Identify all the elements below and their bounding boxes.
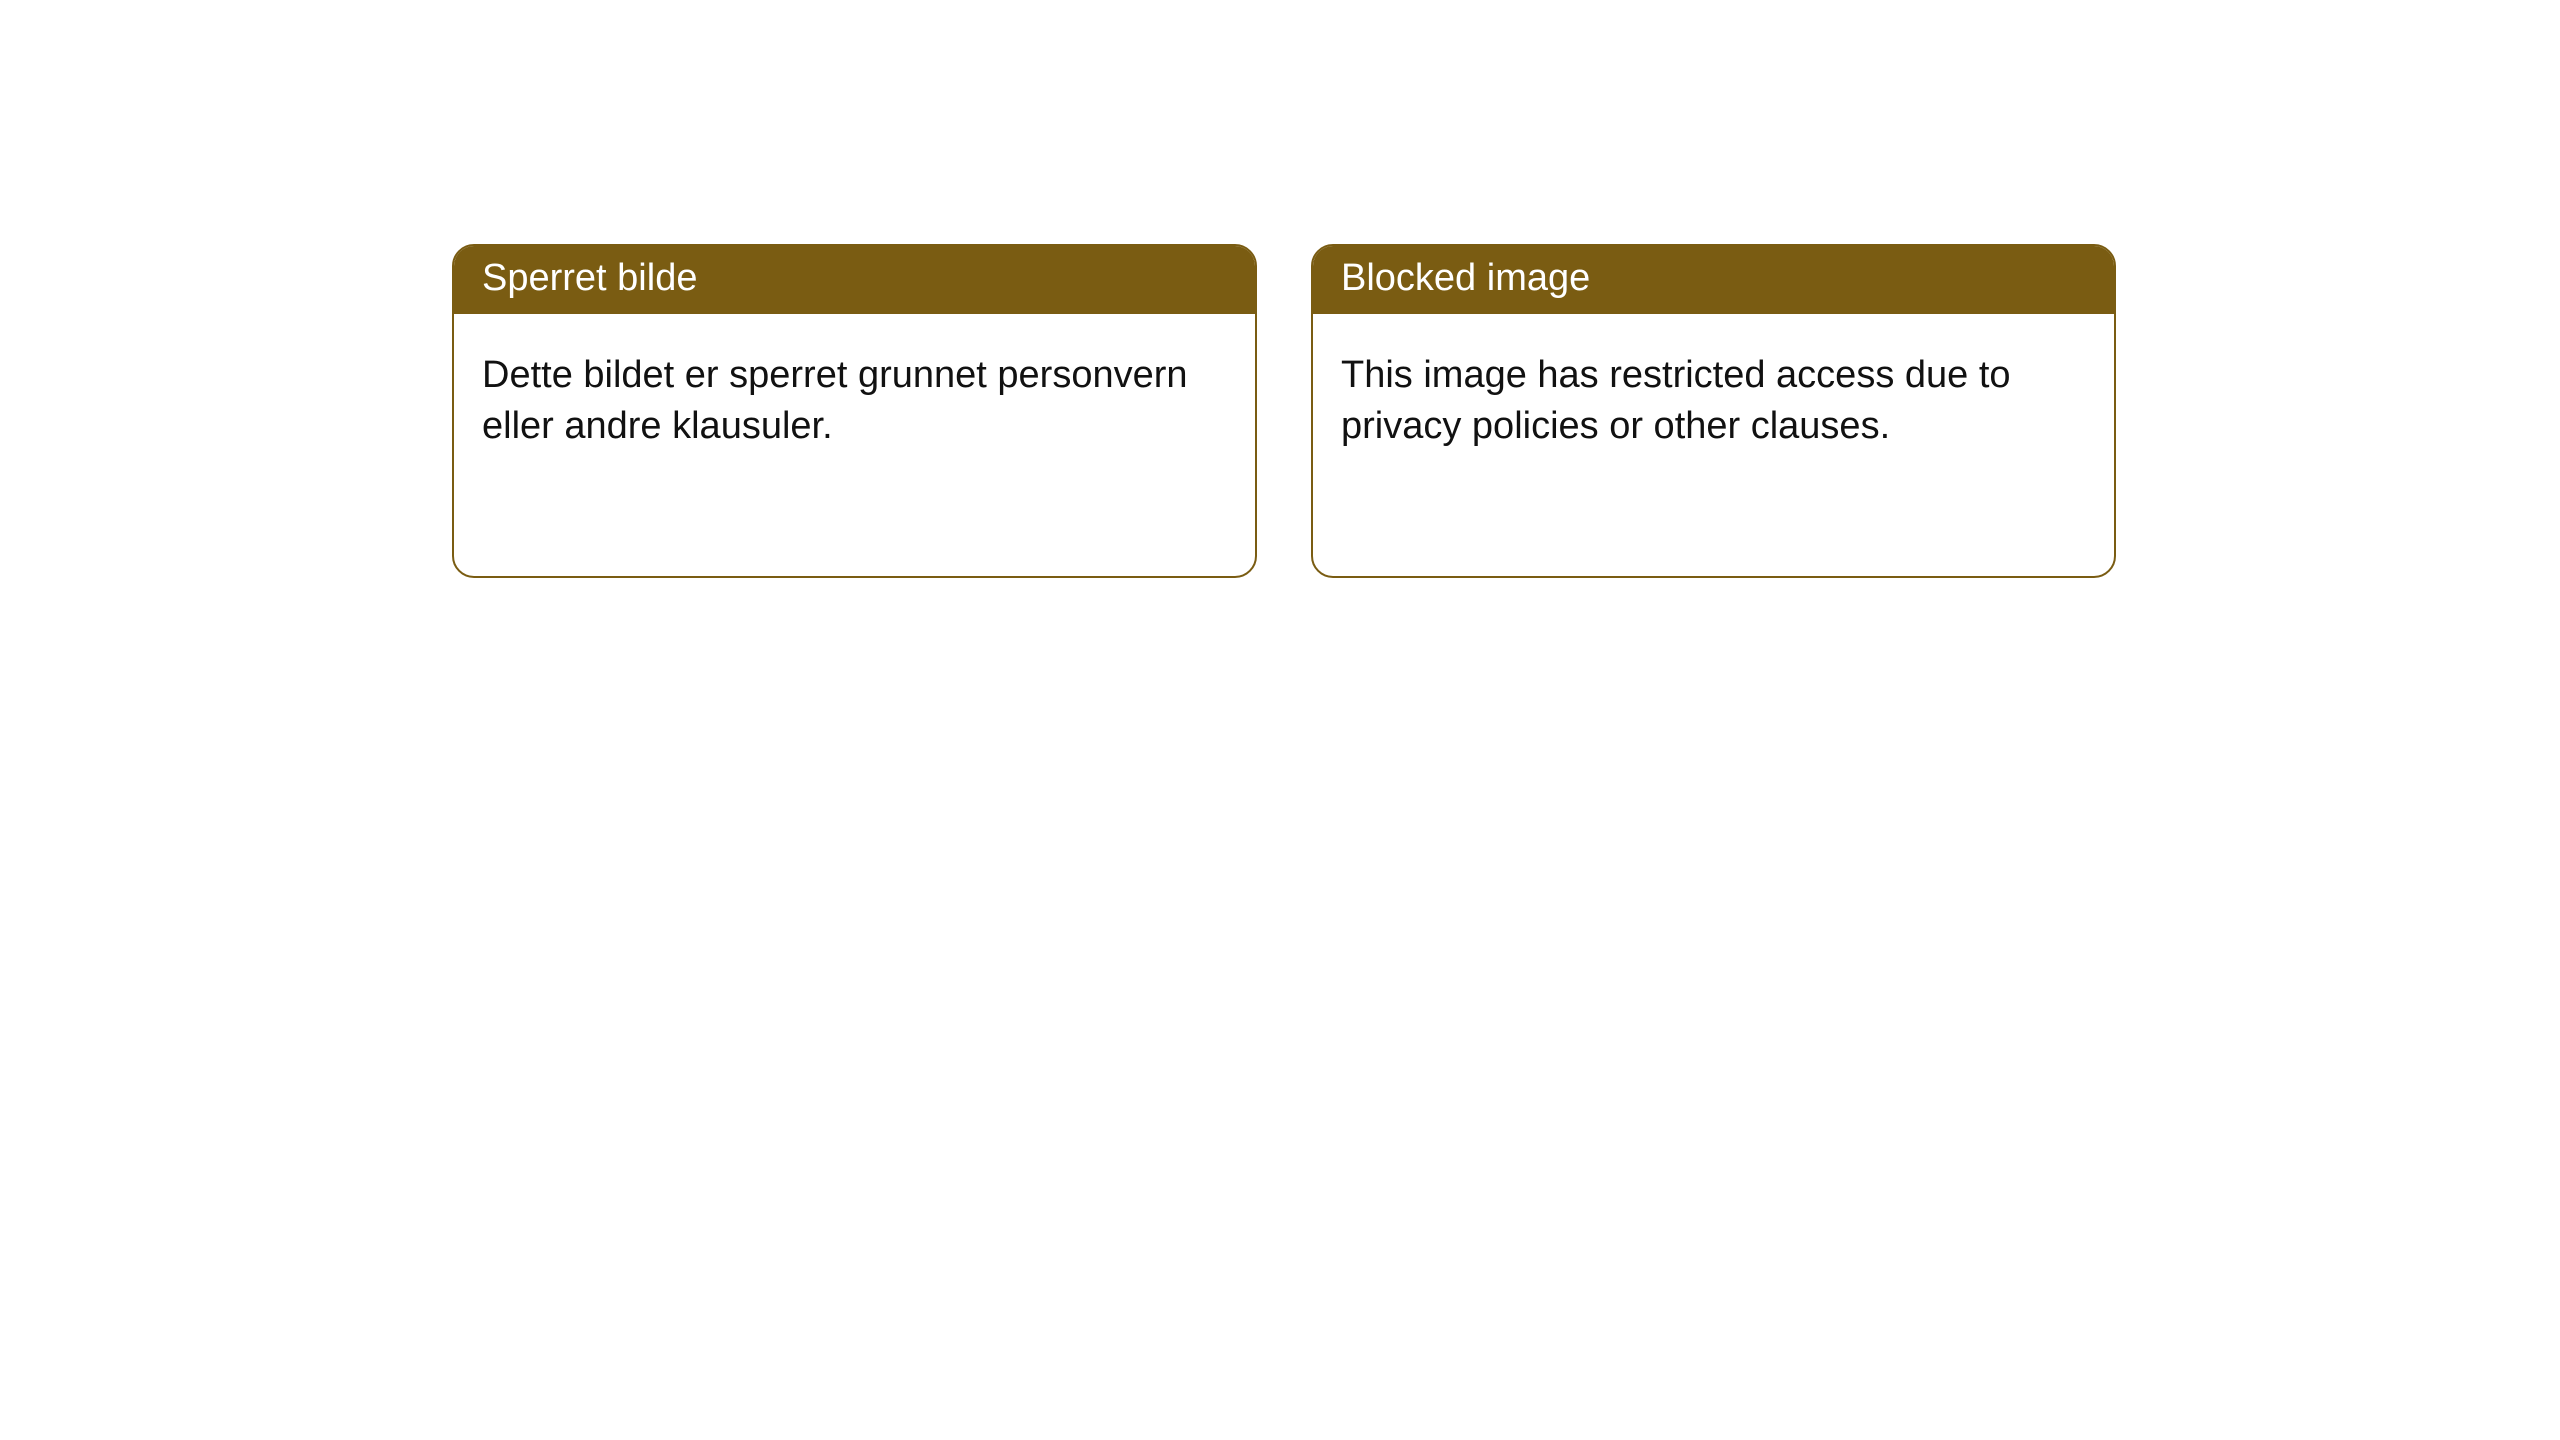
card-body-norwegian: Dette bildet er sperret grunnet personve… [454,314,1255,481]
card-title-english: Blocked image [1313,246,2114,314]
notice-container: Sperret bilde Dette bildet er sperret gr… [0,0,2560,578]
card-title-norwegian: Sperret bilde [454,246,1255,314]
card-body-english: This image has restricted access due to … [1313,314,2114,481]
blocked-image-card-norwegian: Sperret bilde Dette bildet er sperret gr… [452,244,1257,578]
blocked-image-card-english: Blocked image This image has restricted … [1311,244,2116,578]
